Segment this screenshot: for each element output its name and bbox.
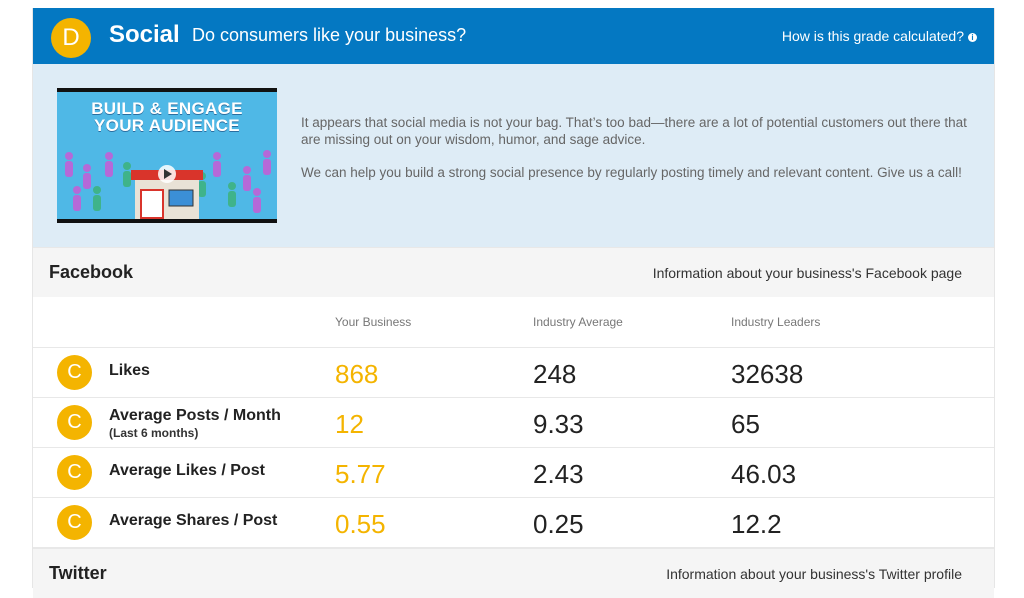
metric-grade-badge: C bbox=[57, 455, 92, 490]
column-industry-average: Industry Average bbox=[533, 315, 623, 329]
metric-label: Likes bbox=[109, 362, 150, 379]
info-icon: i bbox=[968, 32, 977, 42]
industry-average-value: 248 bbox=[533, 359, 577, 389]
industry-leaders-value: 46.03 bbox=[731, 459, 797, 489]
section-title: Social bbox=[109, 21, 180, 48]
grade-calculation-link[interactable]: How is this grade calculated? i bbox=[782, 28, 977, 44]
twitter-section-header: Twitter Information about your business'… bbox=[33, 548, 994, 598]
your-business-value: 12 bbox=[335, 409, 364, 439]
video-title: BUILD & ENGAGE YOUR AUDIENCE bbox=[57, 100, 277, 134]
social-header: D Social Do consumers like your business… bbox=[33, 8, 994, 64]
your-business-value: 0.55 bbox=[335, 509, 386, 539]
metric-grade-badge: C bbox=[57, 355, 92, 390]
industry-average-value: 0.25 bbox=[533, 509, 584, 539]
facebook-title: Facebook bbox=[49, 262, 134, 282]
overall-grade-badge: D bbox=[51, 18, 91, 58]
your-business-value: 5.77 bbox=[335, 459, 386, 489]
audience-illustration bbox=[65, 150, 271, 219]
industry-leaders-value: 65 bbox=[731, 409, 760, 439]
promo-video-thumbnail[interactable]: BUILD & ENGAGE YOUR AUDIENCE bbox=[57, 88, 277, 223]
grade-calculation-link-label: How is this grade calculated? bbox=[781, 28, 964, 44]
video-title-line1: BUILD & ENGAGE bbox=[91, 99, 243, 118]
table-row: C Likes 868 248 32638 bbox=[33, 348, 994, 398]
metric-label: Average Shares / Post bbox=[109, 512, 278, 529]
twitter-title: Twitter bbox=[49, 563, 107, 583]
industry-leaders-value: 32638 bbox=[731, 359, 804, 389]
metric-grade-badge: C bbox=[57, 405, 92, 440]
table-row: C Average Shares / Post 0.55 0.25 12.2 bbox=[33, 498, 994, 548]
industry-leaders-value: 12.2 bbox=[731, 509, 782, 539]
promo-paragraph-1: It appears that social media is not your… bbox=[301, 115, 967, 147]
promo-text: It appears that social media is not your… bbox=[301, 114, 971, 197]
section-subtitle: Do consumers like your business? bbox=[192, 25, 467, 45]
metric-label-text: Average Posts / Month bbox=[109, 407, 281, 424]
your-business-value: 868 bbox=[335, 359, 379, 389]
facebook-info: Information about your business's Facebo… bbox=[652, 265, 962, 281]
table-row: C Average Posts / Month (Last 6 months) … bbox=[33, 398, 994, 448]
metric-grade-badge: C bbox=[57, 505, 92, 540]
facebook-section-header: Facebook Information about your business… bbox=[33, 247, 994, 297]
social-grade-card: D Social Do consumers like your business… bbox=[32, 8, 995, 598]
metric-label: Average Posts / Month (Last 6 months) bbox=[109, 407, 281, 440]
video-title-line2: YOUR AUDIENCE bbox=[94, 116, 240, 135]
industry-average-value: 9.33 bbox=[533, 409, 584, 439]
column-industry-leaders: Industry Leaders bbox=[731, 315, 821, 329]
metric-note: (Last 6 months) bbox=[109, 426, 199, 440]
twitter-info: Information about your business's Twitte… bbox=[666, 566, 962, 582]
industry-average-value: 2.43 bbox=[533, 459, 584, 489]
metric-label: Average Likes / Post bbox=[109, 462, 265, 479]
facebook-column-headers: Your Business Industry Average Industry … bbox=[33, 297, 994, 348]
promo-paragraph-2: We can help you build a strong social pr… bbox=[301, 165, 962, 180]
promo-panel: BUILD & ENGAGE YOUR AUDIENCE bbox=[33, 64, 994, 247]
column-your-business: Your Business bbox=[335, 315, 412, 329]
table-row: C Average Likes / Post 5.77 2.43 46.03 bbox=[33, 448, 994, 498]
